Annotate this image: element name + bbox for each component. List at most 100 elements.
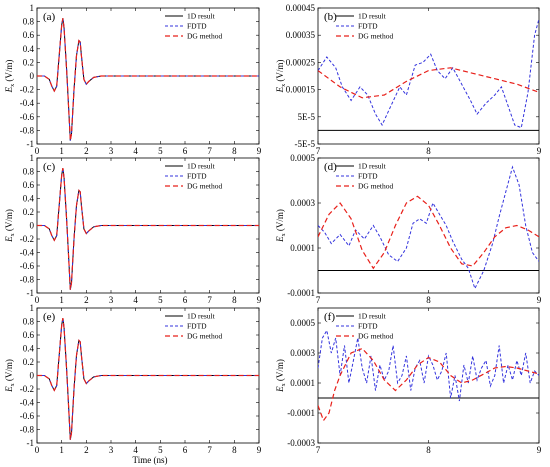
x-tick-label: 0 [35,295,40,305]
series-dg-line [37,167,259,290]
panel-a: 0 1 2 3 4 5 6 7 8 9 -1 -0.8 -0.6 -0.4 -0.2 0 0.2 0.4 0.6 0.… [4,3,262,156]
x-tick-label: 8 [426,295,431,305]
y-tick-label: 0.00045 [286,3,316,13]
x-tick-label: 2 [84,295,89,305]
y-tick-label: 0.4 [23,344,35,354]
legend-label-dg: DG method [358,182,393,191]
y-tick-label: 0.0001 [290,243,315,253]
y-tick-label: -0.0001 [287,288,315,298]
y-tick-label: 0.6 [23,30,35,40]
y-tick-label: -0.8 [20,425,35,435]
x-tick-label: 8 [426,445,431,455]
panel-label: (f) [324,311,335,323]
x-tick-label: 4 [133,295,138,305]
y-tick-label: 0 [30,371,35,381]
y-tick-label: -0.0003 [287,438,315,448]
y-axis-label-sub: x [281,233,287,236]
legend-label-dg: DG method [358,32,393,41]
x-tick-label: 9 [257,146,262,156]
series-fdtd-line [37,18,259,141]
x-tick-label: 3 [109,445,114,455]
y-tick-label: 0 [30,221,35,231]
x-tick-label: 0 [35,146,40,156]
x-tick-label: 7 [207,295,212,305]
y-axis-label-main: E [4,236,14,243]
panel-label: (d) [324,161,337,173]
y-tick-label: -0.4 [20,248,35,258]
panel-label: (c) [43,161,56,173]
legend-label-dg: DG method [187,182,222,191]
y-axis-label-main: E [275,236,285,243]
y-tick-label: 0.4 [23,44,35,54]
y-tick-label: 1 [30,303,35,313]
series-dg-line [318,347,539,422]
panel-d: 7 8 9 -0.0001 0.0001 0.0003 0.0005 Ex (V/m) (d) 1… [275,153,542,305]
y-axis-label-unit: (V/m) [275,60,285,84]
y-axis-label: Ex (V/m) [275,209,287,243]
legend-label-fdtd: FDTD [358,172,378,181]
y-axis-label-main: E [275,386,285,393]
y-tick-label: 0.0003 [290,348,315,358]
y-tick-label: 0.0005 [290,318,315,328]
x-tick-label: 5 [158,445,163,455]
legend-label-ref: 1D result [358,12,387,21]
y-tick-label: 0.4 [23,194,35,204]
y-axis-label-unit: (V/m) [4,60,14,84]
x-tick-label: 7 [207,445,212,455]
x-tick-label: 8 [232,445,237,455]
y-axis-label-main: E [4,386,14,393]
y-tick-label: 0.8 [23,167,35,177]
legend-label-ref: 1D result [358,312,387,321]
legend-label-dg: DG method [187,332,222,341]
x-tick-label: 5 [158,146,163,156]
x-tick-label: 8 [232,295,237,305]
x-tick-label: 2 [84,445,89,455]
legend-label-fdtd: FDTD [187,322,207,331]
x-tick-label: 6 [183,295,188,305]
x-tick-label: 7 [316,146,321,156]
y-tick-label: 0.6 [23,330,35,340]
x-tick-label: 1 [59,146,64,156]
series-group [318,165,539,290]
x-tick-label: 1 [59,295,64,305]
x-tick-label: 9 [537,146,542,156]
y-tick-label: 1 [30,153,35,163]
legend-label-fdtd: FDTD [187,172,207,181]
legend-label-dg: DG method [358,332,393,341]
x-tick-label: 7 [316,295,321,305]
y-axis-label-unit: (V/m) [275,209,285,233]
x-tick-label: 9 [257,295,262,305]
x-axis-label: Time (ns) [133,455,168,465]
y-axis-label: Ex (V/m) [4,60,16,94]
plot-frame [317,157,540,294]
legend-label-ref: 1D result [358,162,387,171]
x-tick-label: 4 [133,445,138,455]
y-tick-label: -0.4 [20,398,35,408]
y-tick-label: 0.00025 [286,57,316,67]
y-tick-label: -0.6 [20,112,35,122]
x-tick-label: 0 [35,445,40,455]
series-group [318,329,539,422]
y-axis-label: Ex (V/m) [275,359,287,393]
y-tick-label: -1 [27,139,35,149]
y-tick-label: -0.0001 [287,408,315,418]
series-dg-line [318,195,539,270]
series-fdtd-line [37,168,259,290]
y-axis-label-sub: x [281,84,287,87]
legend-label-dg: DG method [187,32,222,41]
y-tick-label: 0.0001 [290,378,315,388]
plot-frame [317,7,540,145]
y-tick-label: 0.0005 [290,153,315,163]
y-tick-label: -0.2 [20,234,34,244]
series-fdtd-line [37,318,259,440]
y-tick-label: 0.0003 [290,198,315,208]
series-ref-line [37,168,259,290]
y-tick-label: -0.4 [20,98,35,108]
x-tick-label: 8 [426,146,431,156]
x-tick-label: 7 [316,445,321,455]
x-tick-label: 8 [232,146,237,156]
y-tick-label: 0 [30,71,35,81]
y-tick-label: 0.6 [23,180,35,190]
y-axis-label-sub: x [10,233,16,236]
x-tick-label: 2 [84,146,89,156]
